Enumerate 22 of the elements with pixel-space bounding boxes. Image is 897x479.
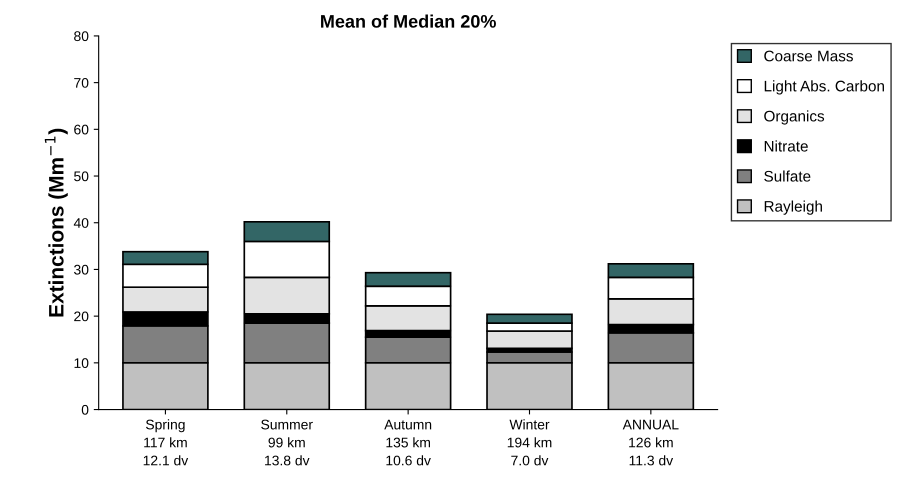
y-tick-label: 50 xyxy=(74,171,88,182)
x-tick-label: ANNUAL 126 km 11.3 dv xyxy=(622,420,679,466)
chart-title: Mean of Median 20% xyxy=(321,14,496,28)
y-tick-label: 80 xyxy=(74,31,88,42)
x-tick-label: Autumn 135 km 10.6 dv xyxy=(384,420,432,466)
y-tick-label: 20 xyxy=(74,311,88,322)
legend-label: Rayleigh xyxy=(764,200,822,215)
legend-label: Coarse Mass xyxy=(764,50,853,62)
legend-label: Sulfate xyxy=(764,170,810,182)
x-tick-label: Summer 99 km 13.8 dv xyxy=(261,420,313,466)
legend-label: Organics xyxy=(764,110,824,125)
y-tick-label: 70 xyxy=(74,78,88,88)
legend-label: Light Abs. Carbon xyxy=(764,80,884,95)
y-tick-label: 40 xyxy=(74,218,88,228)
y-tick-label: 60 xyxy=(74,124,88,134)
x-tick-label: Spring 117 km 12.1 dv xyxy=(144,419,188,466)
y-tick-label: 0 xyxy=(82,404,88,415)
y-axis-title: Extinctions (Mm$^{−1}$) xyxy=(44,128,68,316)
legend-label: Nitrate xyxy=(764,140,808,152)
x-tick-label: Winter 194 km 7.0 dv xyxy=(508,419,552,466)
y-tick-label: 30 xyxy=(74,264,88,275)
y-tick-label: 10 xyxy=(74,358,88,368)
